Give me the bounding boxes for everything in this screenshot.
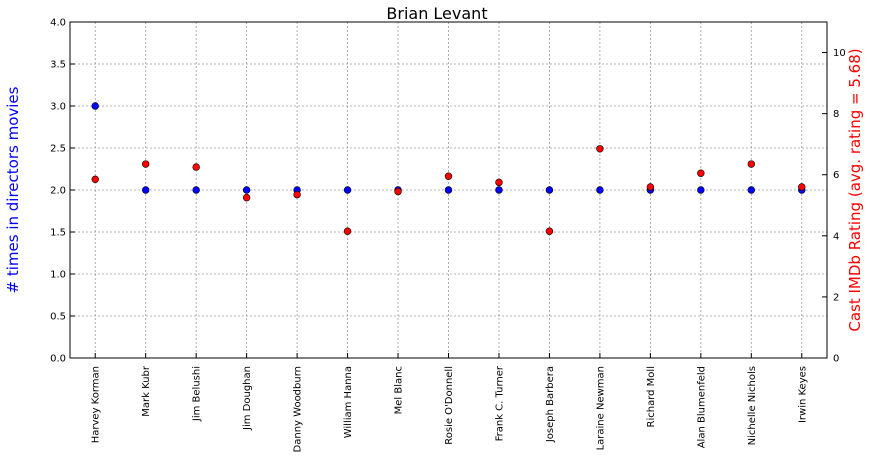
rating-point	[444, 172, 453, 180]
right-y-axis-label: Cast IMDb Rating (avg. rating = 5.68)	[846, 48, 864, 331]
rating-point	[545, 227, 554, 235]
count-point	[495, 186, 503, 194]
left-y-tick-label: 3.5	[50, 60, 66, 71]
rating-point	[394, 187, 402, 196]
x-tick-label: Laraine Newman	[595, 366, 606, 450]
count-point	[343, 186, 352, 194]
x-tick-label: Harvey Korman	[91, 366, 102, 443]
rating-point	[697, 169, 705, 177]
count-point	[697, 186, 705, 194]
rating-point	[142, 160, 150, 168]
count-point	[545, 186, 554, 194]
x-tick-label: Jim Belushi	[192, 366, 203, 422]
right-y-tick-label: 4	[833, 231, 839, 242]
x-tick-label: Mel Blanc	[394, 366, 405, 414]
right-y-tick-label: 10	[833, 48, 846, 59]
left-y-axis-label: # times in directors movies	[4, 86, 22, 293]
x-tick-label: Mark Kubr	[141, 365, 152, 417]
count-point	[192, 186, 200, 194]
left-y-tick-label: 2.0	[50, 186, 66, 197]
left-y-tick-label: 1.0	[50, 270, 66, 281]
rating-point	[192, 163, 200, 171]
rating-point	[343, 227, 352, 235]
x-tick-label: Danny Woodburn	[293, 366, 304, 452]
left-y-tick-label: 3.0	[50, 102, 66, 113]
count-point	[242, 186, 251, 194]
right-y-tick-label: 8	[833, 109, 839, 120]
right-y-tick-label: 6	[833, 170, 839, 181]
rating-point	[747, 160, 755, 168]
left-y-tick-label: 2.5	[50, 144, 66, 155]
left-y-tick-label: 4.0	[50, 18, 66, 29]
x-tick-label: Jim Doughan	[242, 366, 253, 431]
count-point	[444, 186, 453, 194]
rating-point	[798, 183, 806, 191]
x-tick-label: Richard Moll	[646, 366, 657, 427]
count-point	[91, 102, 99, 110]
right-y-tick-label: 2	[833, 292, 839, 303]
rating-point	[91, 175, 99, 184]
rating-point	[495, 178, 503, 187]
count-point	[142, 186, 150, 194]
left-y-tick-label: 0.0	[50, 354, 66, 365]
x-tick-label: William Hanna	[343, 366, 354, 438]
rating-point	[596, 145, 604, 153]
x-tick-label: Alan Blumenfeld	[696, 366, 707, 448]
data-points	[91, 102, 806, 235]
x-tick-label: Frank C. Turner	[494, 365, 505, 441]
rating-point	[646, 183, 655, 191]
rating-point	[242, 193, 251, 202]
x-tick-label: Nichelle Nichols	[747, 366, 758, 445]
chart-title: Brian Levant	[386, 4, 487, 23]
left-y-tick-label: 1.5	[50, 228, 66, 239]
axes-ticks: 0.0 0.5 1.0 1.5 2.0 2.5 3.0 3.5 4.0 0 2 4 6 8 10 Harvey…	[50, 18, 846, 453]
x-tick-label: Joseph Barbera	[545, 366, 556, 443]
x-tick-label: Irwin Keyes	[797, 366, 808, 423]
rating-point	[293, 190, 301, 199]
x-tick-label: Rosie O'Donnell	[444, 366, 455, 445]
right-y-tick-label: 0	[833, 354, 839, 365]
count-point	[596, 186, 604, 194]
count-point	[747, 186, 755, 194]
left-y-tick-label: 0.5	[50, 312, 66, 323]
